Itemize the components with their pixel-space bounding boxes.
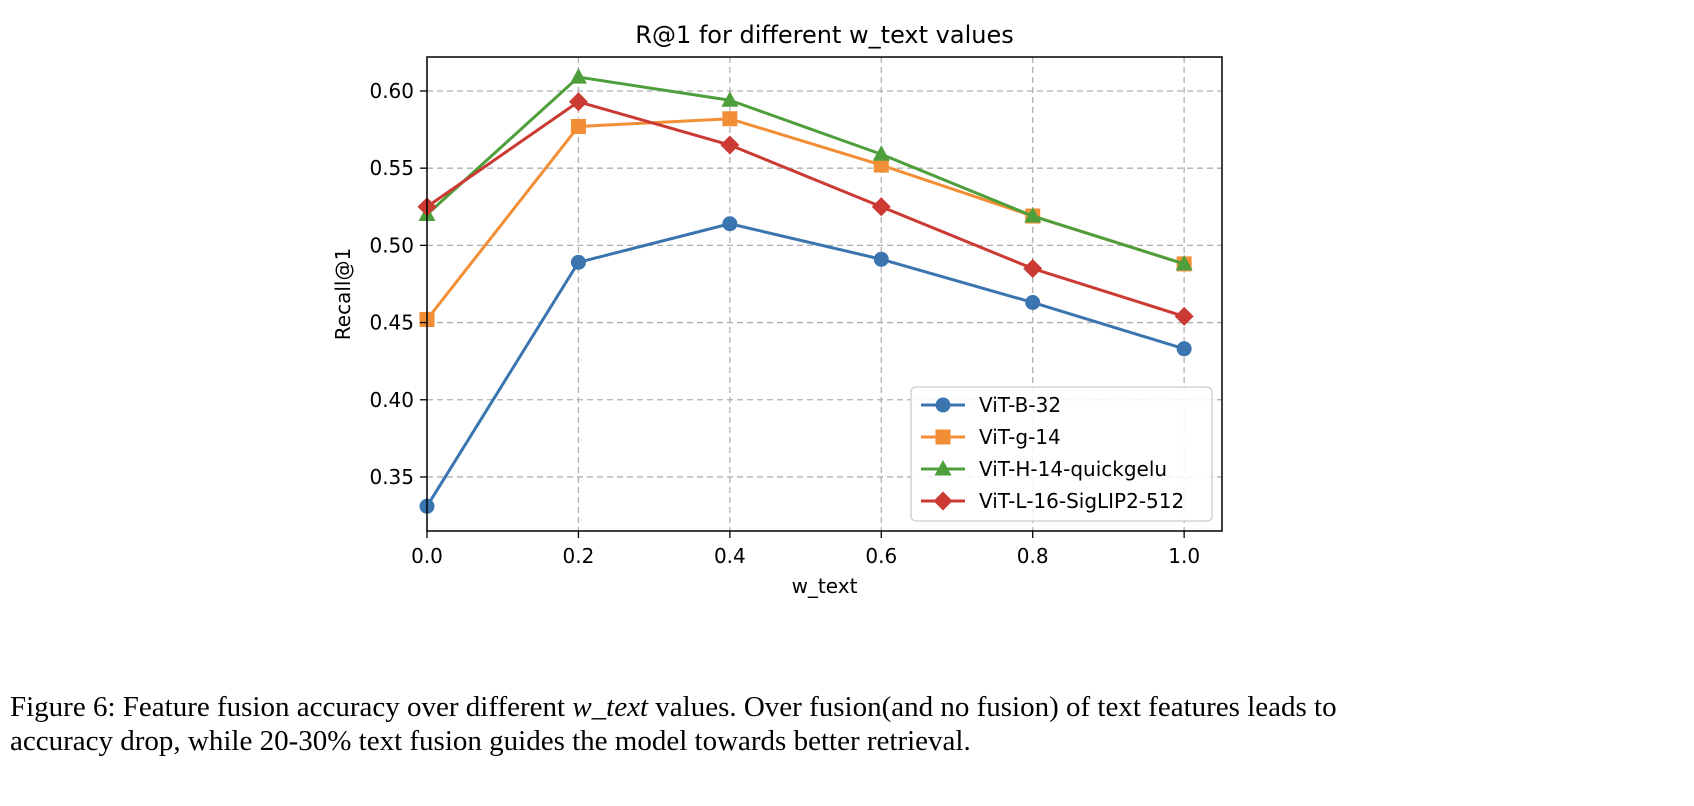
series-line	[425, 75, 1185, 266]
y-tick-label: 0.55	[369, 156, 414, 180]
data-point	[1024, 207, 1042, 223]
series-ViT-L-16-SigLIP2-512	[417, 92, 1194, 326]
y-tick-label: 0.50	[369, 233, 414, 257]
series-line	[425, 222, 1185, 508]
data-point	[935, 397, 951, 413]
legend-item: ViT-H-14-quickgelu	[921, 457, 1167, 481]
series-ViT-g-14	[419, 111, 1192, 327]
data-point	[1023, 259, 1043, 279]
x-tick-label: 0.0	[411, 544, 443, 568]
data-point	[569, 68, 587, 84]
data-point	[1176, 341, 1192, 357]
data-point	[933, 491, 953, 511]
plot-frame	[426, 56, 1223, 532]
y-tick-label: 0.40	[369, 388, 414, 412]
series-ViT-B-32	[419, 216, 1192, 514]
data-point	[722, 111, 738, 127]
legend-label: ViT-g-14	[979, 425, 1061, 449]
legend-label: ViT-B-32	[979, 393, 1061, 417]
data-point	[934, 460, 952, 476]
y-tick-label: 0.60	[369, 79, 414, 103]
data-point	[935, 429, 951, 445]
legend-label: ViT-H-14-quickgelu	[979, 457, 1167, 481]
x-tick-label: 0.2	[563, 544, 595, 568]
data-point	[873, 157, 889, 173]
data-point	[1175, 254, 1193, 271]
caption-line-1: Figure 6: Feature fusion accuracy over d…	[10, 690, 1690, 724]
legend-item: ViT-L-16-SigLIP2-512	[921, 489, 1184, 513]
data-point	[871, 197, 891, 217]
x-tick-label: 0.8	[1017, 544, 1049, 568]
x-tick-label: 1.0	[1168, 544, 1200, 568]
legend: ViT-B-32 ViT-g-14 ViT-H-14-quickgelu ViT-L-…	[910, 386, 1213, 522]
legend-label: ViT-L-16-SigLIP2-512	[979, 489, 1184, 513]
series-ViT-H-14-quickgelu	[418, 68, 1193, 271]
x-axis-label: w_text	[792, 574, 858, 598]
x-tick-label: 0.6	[865, 544, 897, 568]
legend-item: ViT-g-14	[921, 425, 1061, 449]
series-layer	[417, 68, 1194, 514]
legend-item: ViT-B-32	[921, 393, 1061, 417]
legend-box	[910, 386, 1213, 522]
data-point	[873, 251, 889, 267]
data-point	[570, 118, 586, 134]
series-line	[426, 100, 1185, 318]
y-axis-label: Recall@1	[331, 248, 355, 340]
data-point	[1174, 306, 1194, 326]
data-point	[720, 135, 740, 155]
line-chart: 0.0 0.2 0.4 0.6 0.8 1.0 0.35 0.40 0.45 0.50 0.55 0.…	[331, 21, 1223, 598]
caption-emphasis: w_text	[572, 691, 649, 723]
x-tick-label: 0.4	[714, 544, 746, 568]
chart-title: R@1 for different w_text values	[635, 21, 1013, 49]
data-point	[872, 145, 890, 161]
caption-line-1-start: Figure 6: Feature fusion accuracy over d…	[10, 691, 573, 723]
figure-caption: Figure 6: Feature fusion accuracy over d…	[10, 690, 1690, 758]
caption-line-1-end: values. Over fusion(and no fusion) of te…	[648, 691, 1337, 723]
data-point	[570, 254, 586, 270]
data-point	[1025, 294, 1041, 310]
y-tick-label: 0.35	[369, 465, 414, 489]
data-point	[722, 216, 738, 232]
data-point	[721, 91, 739, 107]
y-tick-label: 0.45	[369, 311, 414, 335]
axis-ticks: 0.0 0.2 0.4 0.6 0.8 1.0 0.35 0.40 0.45 0.50 0.55 0.…	[369, 79, 1200, 568]
series-line	[425, 117, 1185, 321]
caption-line-2: accuracy drop, while 20-30% text fusion …	[10, 725, 971, 757]
data-point	[568, 92, 588, 112]
